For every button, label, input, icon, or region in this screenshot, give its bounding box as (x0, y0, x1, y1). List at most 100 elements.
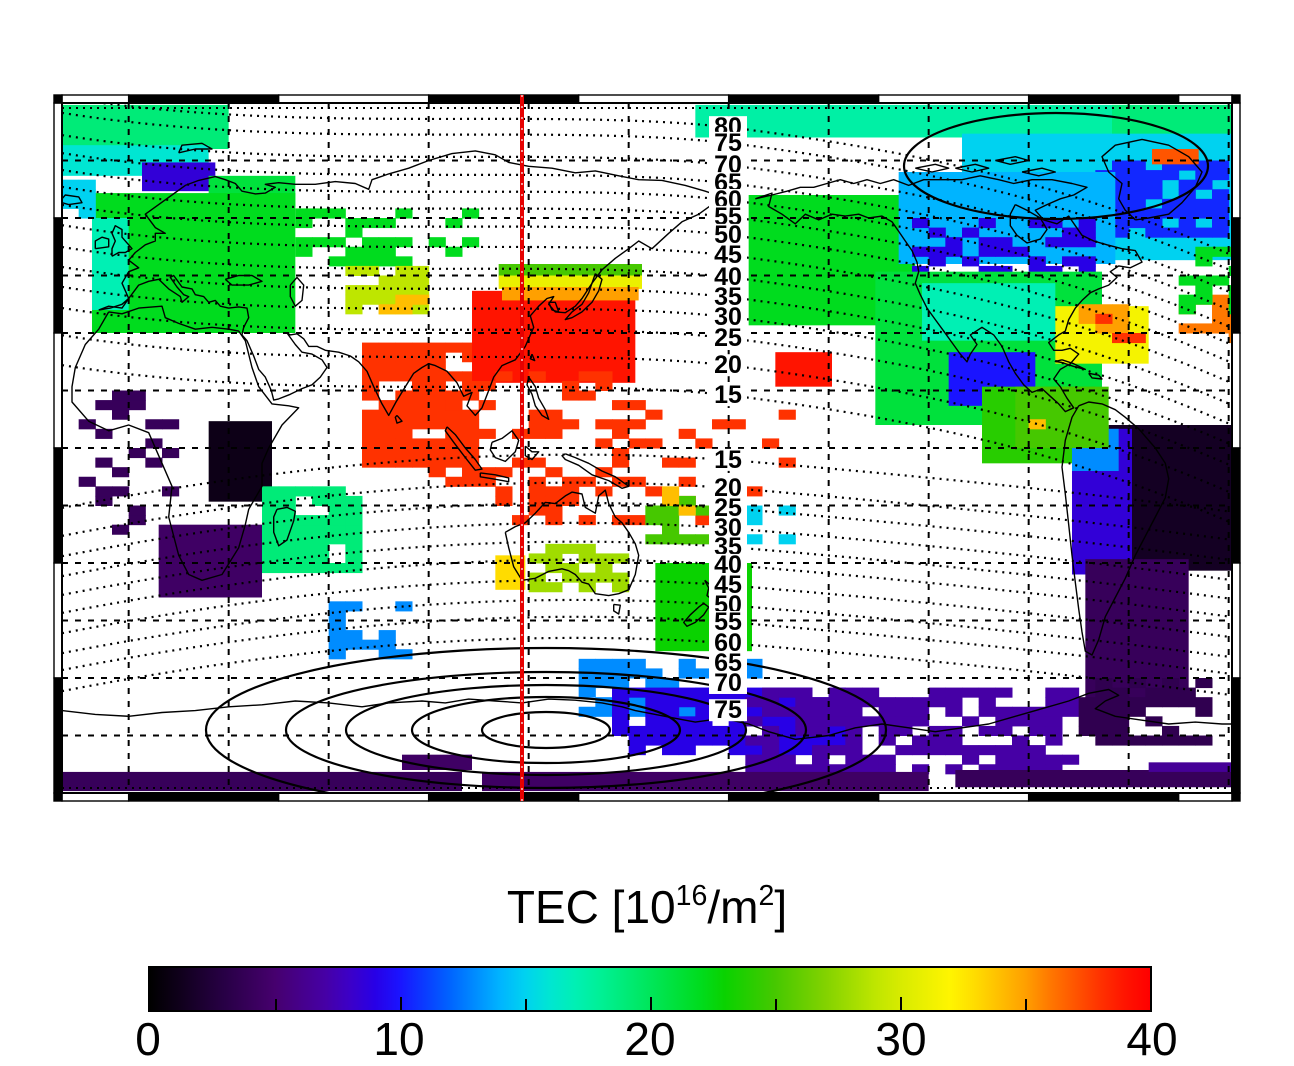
tec-cell (1112, 716, 1130, 727)
tec-cell (912, 706, 930, 717)
tec-cell (162, 419, 180, 430)
frame-band (877, 94, 1030, 104)
tec-cell (628, 745, 646, 756)
tec-cell (1195, 285, 1213, 296)
tec-cell (628, 658, 646, 669)
tec-cell (945, 745, 963, 756)
tec-cell (862, 764, 880, 775)
tec-cell (978, 218, 996, 229)
contour-label-bg (709, 266, 747, 289)
tec-cell (112, 467, 130, 478)
tec-cell (362, 294, 380, 305)
tec-cell (678, 745, 696, 756)
tec-cell (995, 754, 1013, 765)
colorbar-tick-label: 20 (624, 1013, 676, 1065)
tec-cell (412, 419, 430, 430)
tec-cell (1045, 764, 1063, 775)
colorbar-minor-tick (650, 997, 652, 1010)
tec-cell (662, 735, 680, 746)
tec-cell (778, 687, 796, 698)
contour-label-bg (709, 671, 747, 694)
tec-cell (428, 237, 446, 248)
tec-cell (328, 610, 346, 621)
tec-cell (628, 706, 646, 717)
tec-cell (1212, 208, 1230, 219)
tec-cell (1078, 697, 1096, 708)
tec-region-japan-yellow-fringe (498, 275, 642, 289)
tec-cell (1045, 754, 1063, 765)
tec-cell (1095, 725, 1113, 736)
tec-cell (1128, 198, 1146, 209)
tec-cell (1062, 706, 1080, 717)
tec-cell (445, 419, 463, 430)
tec-cell (545, 553, 563, 564)
tec-cell (662, 716, 680, 727)
tec-cell (95, 428, 113, 439)
tec-cell (662, 706, 680, 717)
frame-band (53, 217, 63, 334)
tec-cell (695, 534, 713, 545)
tec-cell (695, 438, 713, 449)
tec-cell (312, 524, 330, 535)
tec-region-arctic-west-green (62, 104, 229, 149)
tec-cell (445, 342, 463, 353)
tec-cell (645, 735, 663, 746)
coastline-path (1009, 203, 1048, 244)
tec-cell (828, 725, 846, 736)
tec-cell (1178, 323, 1196, 334)
tec-cell (395, 265, 413, 276)
tec-region-scandinavia-blue (142, 162, 216, 192)
tec-cell (762, 706, 780, 717)
tec-cell (745, 658, 763, 669)
tec-cell (1045, 687, 1063, 698)
tec-cell (1012, 716, 1030, 727)
tec-cell (262, 495, 280, 506)
tec-cell (378, 457, 396, 468)
tec-cell (1095, 313, 1113, 324)
tec-cell (1195, 227, 1213, 238)
tec-cell (262, 543, 280, 554)
tec-cell (378, 428, 396, 439)
tec-cell (878, 754, 896, 765)
tec-cell (695, 515, 713, 526)
tec-cell (912, 697, 930, 708)
contour-label-bg (709, 611, 747, 634)
tec-cell (262, 563, 280, 574)
coastline-path (561, 453, 630, 489)
tec-cell (795, 706, 813, 717)
tec-cell (1045, 237, 1063, 248)
tec-cell (1078, 237, 1096, 248)
tec-cell (828, 764, 846, 775)
tec-cell (345, 601, 363, 612)
tec-cell (678, 428, 696, 439)
tec-cell (1078, 256, 1096, 267)
tec-cell (78, 476, 96, 487)
tec-cell (578, 553, 596, 564)
tec-cell (812, 754, 830, 765)
frame-band (1027, 94, 1180, 104)
tec-cell (578, 371, 596, 382)
tec-cell (1212, 170, 1230, 181)
tec-cell (978, 764, 996, 775)
tec-cell (378, 237, 396, 248)
tec-cell (1028, 706, 1046, 717)
tec-cell (1012, 706, 1030, 717)
tec-cell (278, 563, 296, 574)
tec-cell (1078, 218, 1096, 229)
contour-label: 15 (714, 381, 742, 409)
tec-cell (295, 237, 313, 248)
tec-cell (328, 601, 346, 612)
tec-cell (1195, 256, 1213, 267)
tec-cell (645, 515, 663, 526)
tec-cell (1212, 160, 1230, 171)
tec-cell (395, 428, 413, 439)
tec-cell (578, 572, 596, 583)
tec-cell (295, 534, 313, 545)
tec-cell (378, 448, 396, 459)
colorbar-minor-tick (525, 999, 527, 1010)
tec-cell (328, 563, 346, 574)
tec-cell (545, 563, 563, 574)
tec-cell (628, 419, 646, 430)
tec-cell (1012, 764, 1030, 775)
tec-cell (312, 534, 330, 545)
